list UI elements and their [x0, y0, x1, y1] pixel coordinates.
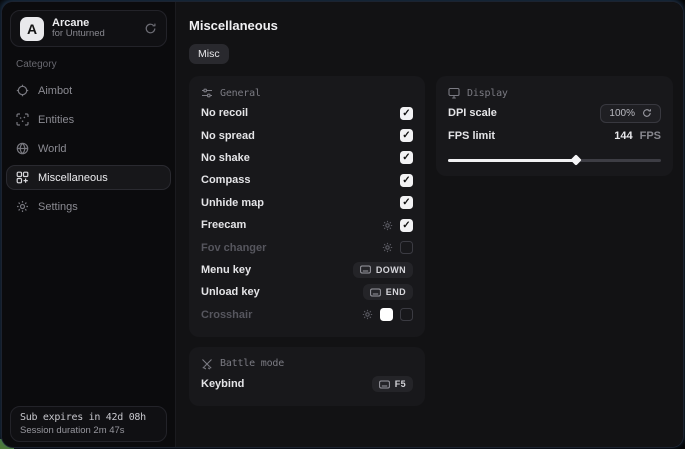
- setting-label: Compass: [201, 174, 251, 187]
- setting-row-fps-limit: FPS limit 144 FPS: [448, 124, 661, 146]
- setting-row-no-shake: No shake: [201, 147, 413, 169]
- sidebar-item-label: World: [38, 142, 67, 155]
- globe-icon: [16, 142, 29, 155]
- gear-icon[interactable]: [382, 242, 393, 253]
- keybind-value: END: [385, 287, 406, 298]
- battle-mode-card: Battle mode Keybind: [189, 346, 425, 407]
- page-title: Miscellaneous: [189, 18, 278, 33]
- setting-row-freecam: Freecam: [201, 214, 413, 236]
- entities-scan-icon: [16, 113, 29, 126]
- fps-unit: FPS: [639, 129, 661, 142]
- sliders-icon: [201, 87, 213, 99]
- slider-fill: [448, 158, 576, 162]
- setting-row-no-spread: No spread: [201, 124, 413, 146]
- keybind-value: DOWN: [375, 264, 406, 275]
- setting-label: Unload key: [201, 286, 260, 299]
- checkbox[interactable]: [400, 173, 413, 187]
- crosshair-icon: [16, 84, 29, 97]
- app-subtitle: for Unturned: [52, 28, 105, 40]
- setting-label: Freecam: [201, 219, 247, 232]
- sync-icon[interactable]: [144, 22, 157, 35]
- sidebar-item-settings[interactable]: Settings: [6, 194, 171, 219]
- dpi-value: 100%: [609, 107, 635, 119]
- app-header: A Arcane for Unturned: [10, 10, 167, 47]
- reset-icon[interactable]: [642, 108, 652, 118]
- setting-label: Menu key: [201, 263, 252, 276]
- setting-row-no-recoil: No recoil: [201, 102, 413, 124]
- swords-icon: [201, 358, 213, 370]
- sidebar-item-label: Entities: [38, 113, 75, 126]
- checkbox[interactable]: [400, 151, 413, 165]
- color-swatch[interactable]: [380, 308, 393, 322]
- app-name: Arcane: [52, 16, 90, 29]
- setting-label: Unhide map: [201, 196, 264, 209]
- keybind-value: F5: [394, 379, 406, 390]
- tab-bar: Misc: [176, 33, 683, 64]
- setting-label: No recoil: [201, 107, 249, 120]
- grid-icon: [16, 171, 29, 184]
- setting-row-fov-changer: Fov changer: [201, 236, 413, 258]
- sidebar-item-world[interactable]: World: [6, 136, 171, 161]
- sidebar: A Arcane for Unturned Category: [2, 2, 176, 447]
- setting-row-battle-keybind: Keybind F5: [201, 373, 413, 395]
- sidebar-item-label: Miscellaneous: [38, 171, 108, 184]
- main-panel: Miscellaneous Misc: [176, 2, 683, 447]
- section-title: Battle mode: [220, 358, 285, 370]
- setting-label: DPI scale: [448, 107, 497, 120]
- setting-row-compass: Compass: [201, 169, 413, 191]
- keybind-button[interactable]: DOWN: [352, 261, 413, 278]
- section-title: Display: [467, 87, 508, 99]
- sidebar-item-entities[interactable]: Entities: [6, 107, 171, 132]
- subscription-card: Sub expires in 42d 08h Session duration …: [10, 406, 167, 442]
- setting-label: Crosshair: [201, 308, 253, 321]
- gear-icon[interactable]: [382, 220, 393, 231]
- setting-row-unload-key: Unload key END: [201, 281, 413, 303]
- dpi-value-button[interactable]: 100%: [600, 103, 661, 123]
- keybind-button[interactable]: END: [362, 284, 413, 301]
- setting-label: FPS limit: [448, 129, 496, 142]
- gear-icon: [16, 200, 29, 213]
- sidebar-item-miscellaneous[interactable]: Miscellaneous: [6, 165, 171, 190]
- checkbox[interactable]: [400, 308, 413, 322]
- checkbox[interactable]: [400, 196, 413, 210]
- fps-value: 144: [614, 129, 633, 142]
- general-card: General No recoil No spread No shake: [189, 76, 425, 337]
- setting-row-dpi-scale: DPI scale 100%: [448, 102, 661, 124]
- setting-label: Keybind: [201, 378, 245, 391]
- sidebar-nav: Aimbot Entities: [2, 78, 175, 219]
- setting-label: Fov changer: [201, 241, 267, 254]
- section-title: General: [220, 87, 261, 99]
- sidebar-item-aimbot[interactable]: Aimbot: [6, 78, 171, 103]
- session-duration-text: Session duration 2m 47s: [20, 425, 125, 436]
- keybind-button[interactable]: F5: [371, 376, 413, 393]
- setting-row-menu-key: Menu key DOWN: [201, 259, 413, 281]
- app-logo: A: [20, 16, 44, 41]
- setting-row-crosshair: Crosshair: [201, 304, 413, 326]
- setting-row-unhide-map: Unhide map: [201, 192, 413, 214]
- sub-expiry-text: Sub expires in 42d 08h: [20, 412, 146, 423]
- sidebar-item-label: Aimbot: [38, 84, 73, 97]
- setting-label: No shake: [201, 151, 250, 164]
- monitor-icon: [448, 87, 460, 99]
- display-card: Display DPI scale 100%: [436, 76, 673, 176]
- checkbox[interactable]: [400, 241, 413, 255]
- sidebar-item-label: Settings: [38, 200, 78, 213]
- keyboard-icon: [359, 265, 371, 274]
- tab-misc[interactable]: Misc: [189, 44, 229, 64]
- checkbox[interactable]: [400, 106, 413, 120]
- setting-label: No spread: [201, 129, 255, 142]
- checkbox[interactable]: [400, 218, 413, 232]
- keyboard-icon: [369, 288, 381, 297]
- checkbox[interactable]: [400, 129, 413, 143]
- category-label: Category: [16, 59, 57, 70]
- gear-icon[interactable]: [362, 309, 373, 320]
- slider-thumb[interactable]: [570, 154, 582, 166]
- keyboard-icon: [378, 380, 390, 389]
- fps-slider[interactable]: [448, 154, 661, 166]
